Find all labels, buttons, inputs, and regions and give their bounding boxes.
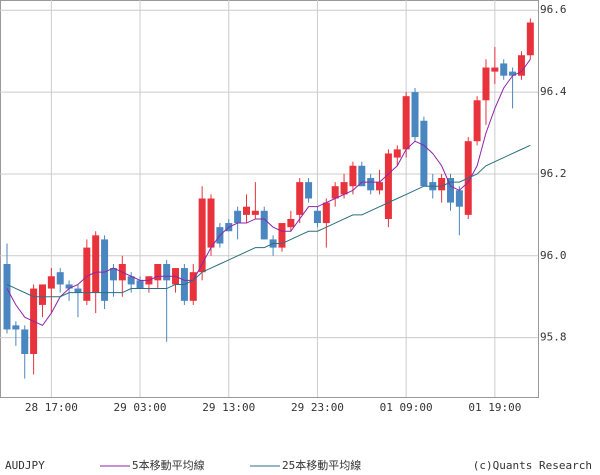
candle-body (92, 235, 100, 293)
candle-body (287, 218, 295, 228)
candle-body (402, 96, 410, 150)
candle-body (101, 239, 109, 301)
candle-body (322, 202, 330, 224)
candle-body (38, 284, 46, 305)
legend-label: 25本移動平均線 (282, 458, 361, 472)
candle-body (367, 178, 375, 191)
candle-body (384, 153, 392, 219)
candle-body (74, 288, 82, 293)
candle-body (509, 71, 517, 76)
candle-body (340, 182, 348, 195)
y-tick-label: 96.4 (540, 85, 567, 98)
candle-body (47, 276, 55, 289)
candle-body (517, 55, 525, 76)
candle-body (198, 198, 206, 273)
candle-body (56, 272, 64, 285)
candle-body (349, 165, 357, 187)
candle-body (296, 182, 304, 215)
candle-body (136, 280, 144, 289)
x-tick-label: 29 23:00 (291, 401, 344, 414)
candle-body (305, 182, 313, 199)
candle-body (411, 92, 419, 138)
candle-body (12, 325, 20, 330)
moving-average-line (6, 59, 531, 327)
candle-body (3, 263, 11, 330)
candle-body (127, 276, 135, 285)
y-tick-label: 96.0 (540, 249, 567, 262)
candle-body (331, 186, 339, 199)
candle-body (393, 149, 401, 158)
candle-body (447, 178, 454, 203)
credit: (c)Quants Research (473, 459, 592, 472)
candle-body (260, 210, 268, 240)
candle-body (154, 263, 162, 281)
candle-body (526, 22, 534, 56)
x-tick-label: 29 13:00 (202, 401, 255, 414)
candle-body (163, 263, 171, 281)
candle-body (491, 67, 499, 72)
candle-body (376, 182, 384, 191)
candle-body (109, 268, 117, 281)
candle-body (482, 67, 490, 101)
moving-average-line (6, 144, 531, 298)
x-tick-label: 01 09:00 (380, 401, 433, 414)
candle-body (278, 223, 286, 248)
candle-body (207, 198, 215, 248)
candle-body (251, 210, 259, 215)
candle-body (83, 247, 91, 301)
candle-body (313, 210, 321, 224)
candle-body (189, 272, 197, 301)
x-tick-label: 28 17:00 (25, 401, 78, 414)
candle-body (438, 178, 446, 191)
candle-body (420, 120, 428, 187)
candle-body (65, 284, 73, 289)
x-tick-label: 01 19:00 (468, 401, 521, 414)
candle-body (358, 165, 366, 187)
y-tick-label: 96.6 (540, 3, 567, 16)
y-tick-label: 95.8 (540, 331, 567, 344)
y-tick-label: 96.2 (540, 167, 567, 180)
candle-body (242, 206, 250, 215)
symbol: AUDJPY (5, 459, 45, 472)
candle-body (455, 190, 463, 207)
candle-body (473, 100, 481, 142)
x-tick-label: 29 03:00 (114, 401, 167, 414)
legend-label: 5本移動平均線 (132, 458, 205, 472)
candle-body (234, 210, 242, 224)
candle-body (500, 63, 508, 76)
candle-body (21, 329, 29, 355)
